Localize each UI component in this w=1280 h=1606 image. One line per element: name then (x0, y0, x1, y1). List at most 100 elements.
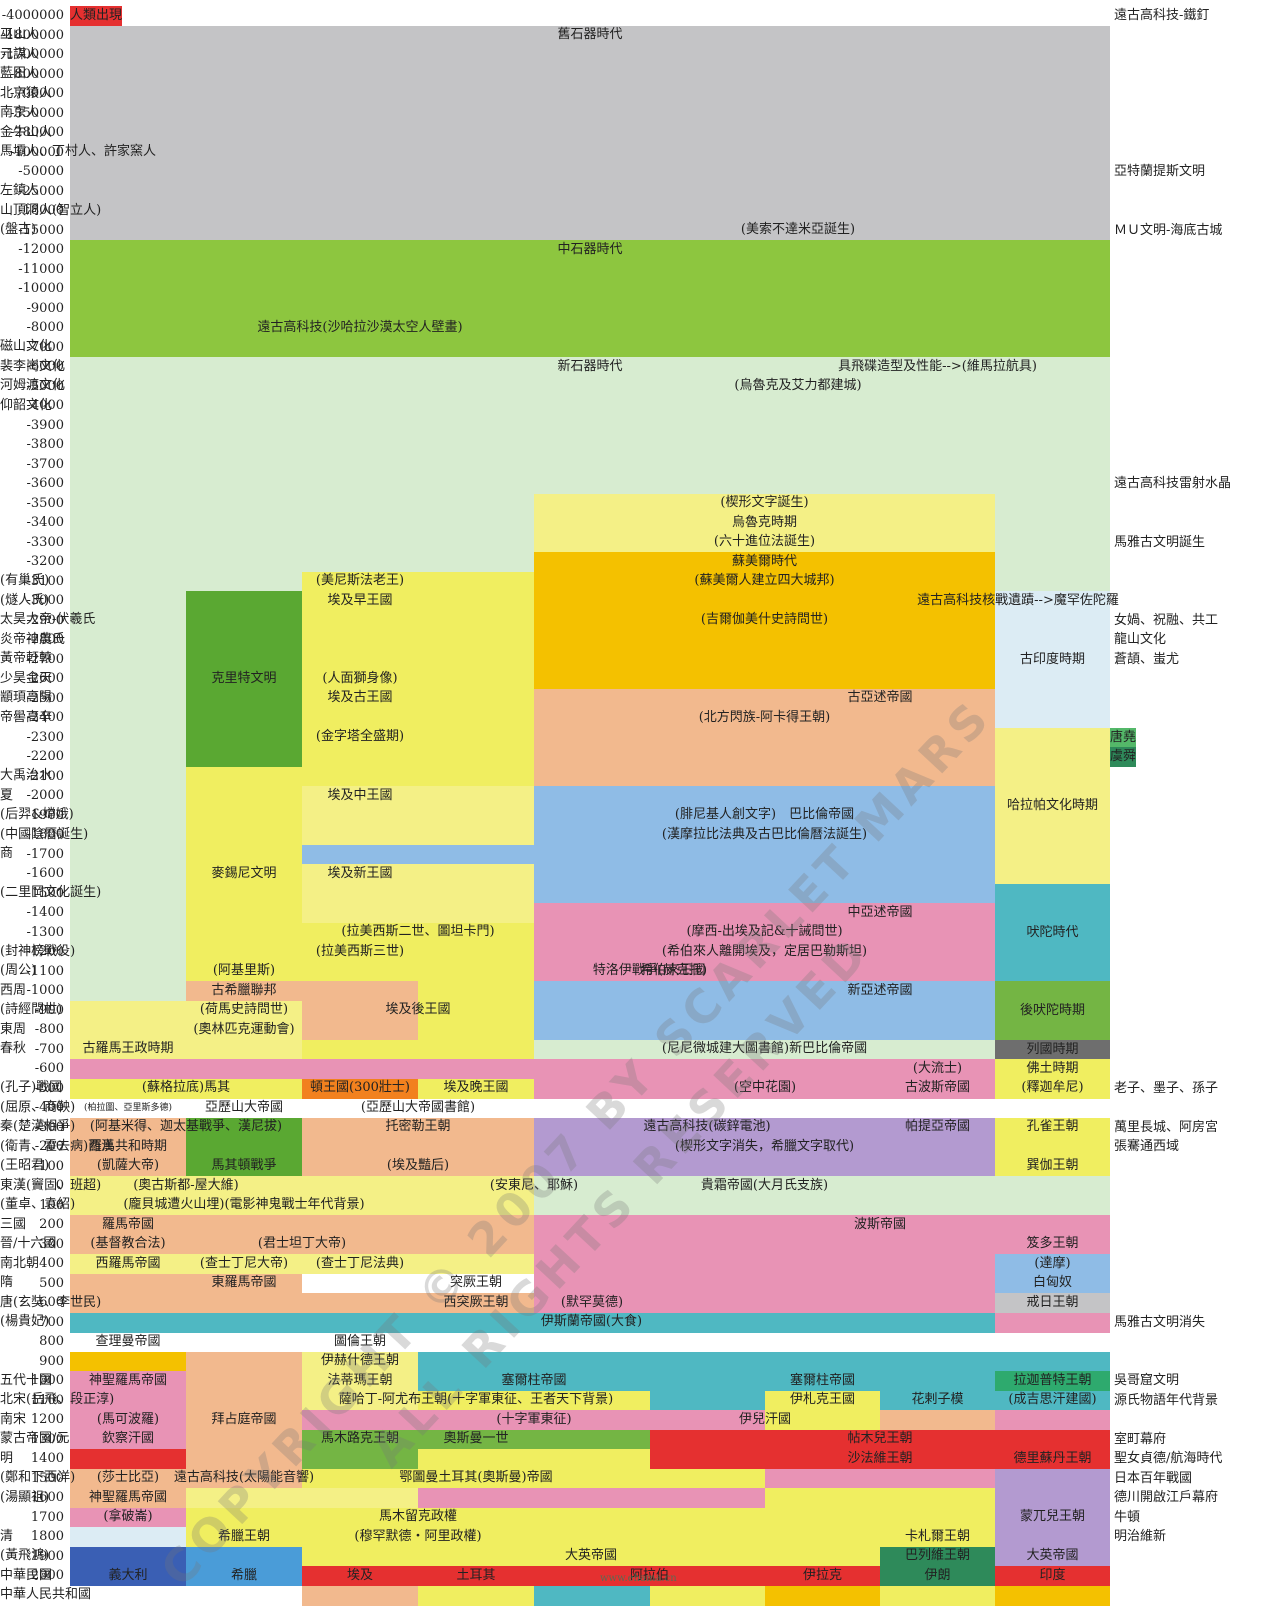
era-block: 虞舜 (1110, 747, 1137, 767)
era-block (534, 1039, 995, 1060)
era-label: 金牛山人 (0, 124, 53, 140)
side-note: 亞特蘭提斯文明 (1114, 164, 1206, 179)
era-label: 三國 (0, 1216, 27, 1232)
era-label: (董卓、袁紹) (0, 1197, 76, 1213)
year-label: -2200 (26, 749, 64, 764)
era-label: 舊石器時代 (557, 27, 623, 43)
era-label: 薩哈丁-阿尤布王朝(十字軍東征、王者天下背景) (338, 1392, 614, 1408)
era-label: 神聖羅馬帝國 (88, 1372, 167, 1388)
era-block (995, 1488, 1110, 1508)
era-label: 伊兒汗國 (738, 1411, 791, 1427)
era-block (302, 922, 534, 962)
era-label: 中華人民共和國 (0, 1587, 92, 1603)
era-block (418, 981, 534, 1040)
era-label: 新石器時代 (557, 358, 623, 374)
era-label: 北宋(岳飛、段正淳) (0, 1392, 115, 1408)
era-label: 土耳其 (456, 1567, 496, 1583)
era-block (995, 1585, 1110, 1606)
era-block (995, 1059, 1110, 1079)
era-label: 北京猿人 (0, 85, 53, 101)
era-label: (蘇格拉底)馬其 (141, 1080, 231, 1096)
era-label: 東漢(竇固、班超) (0, 1177, 102, 1193)
year-label: -1500 (26, 885, 64, 901)
era-block (995, 1078, 1110, 1099)
era-label: 沙法維王朝 (847, 1450, 913, 1466)
era-block (70, 1117, 186, 1177)
era-label: 圖倫王朝 (333, 1333, 386, 1349)
era-block (534, 1059, 880, 1079)
era-label: 中石器時代 (557, 241, 623, 257)
era-label: (阿基米得、迦太基戰爭、漢尼拔) (89, 1119, 283, 1135)
era-label: (阿基里斯) (212, 963, 276, 979)
era-label: 古波斯帝國 (904, 1080, 970, 1096)
era-block (534, 1254, 995, 1294)
side-note: 馬雅古文明誕生 (1114, 534, 1206, 550)
era-block (302, 1566, 880, 1586)
year-label: -1100 (26, 963, 64, 979)
year-label: -3900 (26, 417, 64, 433)
era-block (70, 1429, 186, 1450)
era-block: 拜占庭帝國 (186, 1351, 302, 1489)
era-block (186, 1507, 1110, 1528)
era-label: 太昊大帝-伏羲氏 (0, 612, 96, 628)
side-note: 萬里長城、阿房宮 (1114, 1119, 1219, 1135)
era-label: (孔子)戰國 (0, 1080, 63, 1096)
era-block (650, 1390, 765, 1411)
era-label: 塞爾柱帝國 (501, 1372, 567, 1388)
era-label: 少昊金天 (0, 670, 53, 686)
era-label: 馬木路克王朝 (320, 1431, 399, 1447)
year-label: -100 (34, 1158, 64, 1174)
era-label: 蘇美爾時代 (731, 553, 797, 569)
era-label: 夏 (0, 787, 14, 803)
year-label: -25000 (18, 183, 64, 199)
era-label: 具飛碟造型及性能-->(維馬拉航具) (838, 358, 1037, 374)
era-block (70, 1546, 186, 1586)
year-label: -5000 (26, 378, 64, 394)
era-label: 唐(玄奘、李世民) (0, 1294, 102, 1310)
year-label: -6000 (26, 359, 64, 374)
era-label: (蘇美爾人建立四大城邦) (694, 573, 835, 589)
era-label: 馬壩人、丁村人、許家窯人 (0, 144, 157, 160)
era-label: (盤古) (0, 222, 37, 238)
era-label: (凱薩大帝) (96, 1158, 160, 1174)
era-label: 埃及古王國 (327, 690, 393, 706)
year-label: -4000000 (1, 8, 64, 23)
era-label: 西羅馬帝國 (95, 1255, 161, 1271)
era-label: 希伯來王國 (640, 963, 706, 979)
era-block: 哈拉帕文化時期 (995, 727, 1110, 884)
year-label: -8000 (26, 320, 64, 335)
era-label: (穆罕默德・阿里政權) (354, 1528, 482, 1544)
era-label: 白匈奴 (1032, 1275, 1072, 1291)
era-label: 頓王國(300壯士) (310, 1080, 410, 1096)
era-label: (人面獅身像) (322, 670, 398, 686)
era-label: 塞爾柱帝國 (789, 1372, 855, 1388)
era-label: 裴李崗文化 (0, 358, 66, 374)
era-label: (詩經問世) (0, 1002, 63, 1018)
year-label: -18000 (18, 203, 64, 218)
era-label: 左鎮人 (0, 183, 40, 199)
era-block (418, 1488, 765, 1508)
year-label: 1600 (30, 1490, 64, 1505)
year-label: -7000 (26, 339, 64, 355)
era-label: (封神榜戰役) (0, 943, 76, 959)
era-label: (衛青、霍去病)西漢 (0, 1138, 115, 1154)
era-block (302, 1254, 534, 1274)
era-label: 羅馬共和時期 (88, 1138, 167, 1154)
era-block (418, 1117, 534, 1177)
year-label: -2600 (26, 671, 64, 686)
era-label: 伊斯蘭帝國(大食) (540, 1314, 643, 1330)
era-block (534, 1312, 995, 1333)
era-label: 顓頊高陽 (0, 690, 53, 706)
era-label: 古希臘聯邦 (211, 982, 277, 998)
era-block (995, 1117, 1110, 1157)
era-label: (金字塔全盛期) (315, 729, 405, 745)
era-block (650, 1585, 765, 1606)
era-block (70, 1059, 534, 1079)
era-block (70, 591, 186, 1001)
year-label: 200 (39, 1217, 64, 1232)
era-label: (希伯來人離開埃及，定居巴勒斯坦) (661, 943, 868, 959)
side-note: 牛頓 (1114, 1509, 1141, 1525)
era-block (302, 1312, 534, 1333)
era-label: (十字軍東征) (496, 1411, 572, 1427)
